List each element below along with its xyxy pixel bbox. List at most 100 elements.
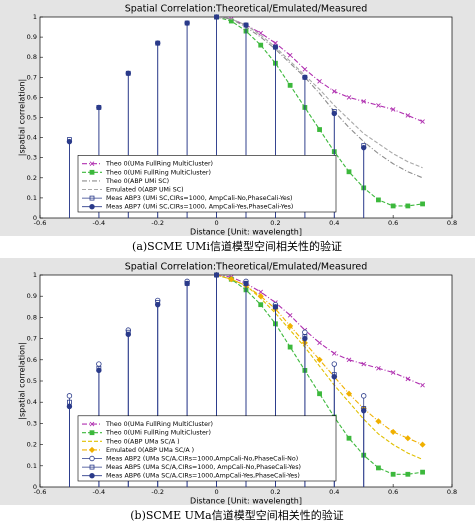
x-tick-label: 0.6 bbox=[388, 488, 398, 496]
y-tick-label: 0.7 bbox=[27, 73, 37, 81]
marker bbox=[273, 40, 278, 46]
marker bbox=[331, 110, 337, 117]
legend-label: Meas ABP7 (UMi SC,CIRs=1000, AmpCali-Yes… bbox=[106, 204, 293, 211]
marker bbox=[287, 344, 293, 350]
y-tick-label: 0.8 bbox=[27, 53, 37, 61]
y-tick-label: 0.4 bbox=[27, 398, 37, 406]
marker bbox=[361, 361, 367, 367]
marker bbox=[213, 14, 220, 20]
marker bbox=[317, 127, 322, 132]
y-tick-label: 1 bbox=[33, 13, 37, 21]
marker bbox=[420, 119, 425, 124]
y-tick-label: 0.6 bbox=[27, 93, 37, 101]
chart-panel: Spatial Correlation:Theoretical/Emulated… bbox=[0, 258, 475, 522]
marker bbox=[317, 391, 322, 397]
caption: (b)SCME UMa信道模型空间相关性的验证 bbox=[130, 508, 343, 522]
marker bbox=[125, 331, 131, 338]
y-tick-label: 0 bbox=[33, 483, 37, 491]
legend-label: Meas ABP3 (UMi SC,CIRs=1000, AmpCali-No,… bbox=[106, 195, 292, 202]
marker bbox=[272, 304, 279, 310]
x-tick-label: 0.8 bbox=[447, 488, 457, 496]
x-tick-label: 0.4 bbox=[329, 219, 339, 227]
marker bbox=[155, 301, 161, 308]
x-tick-label: -0.2 bbox=[151, 219, 164, 227]
marker bbox=[125, 70, 131, 76]
legend-box bbox=[77, 155, 337, 213]
series-line bbox=[216, 16, 423, 169]
legend-label: Theo 0(UMi FullRing MultiCluster) bbox=[105, 430, 211, 437]
marker bbox=[390, 471, 396, 477]
x-tick-label: 0 bbox=[215, 488, 219, 496]
y-tick-label: 0.9 bbox=[27, 33, 37, 41]
x-tick-label: -0.4 bbox=[93, 219, 106, 227]
marker bbox=[405, 376, 411, 382]
marker bbox=[184, 20, 190, 26]
x-tick-label: 0.2 bbox=[270, 219, 280, 227]
x-tick-label: -0.2 bbox=[151, 488, 164, 496]
series-line bbox=[216, 274, 423, 446]
marker bbox=[346, 357, 352, 363]
y-tick-label: 0.2 bbox=[27, 441, 37, 449]
marker bbox=[375, 418, 382, 425]
x-axis-label: Distance [Unit: wavelength] bbox=[190, 228, 302, 237]
marker bbox=[89, 464, 95, 470]
marker bbox=[243, 22, 249, 28]
marker bbox=[317, 79, 322, 84]
x-tick-label: 0.6 bbox=[388, 219, 398, 227]
legend-label: Emulated 0(ABP UMa SC/A ) bbox=[106, 447, 194, 454]
marker bbox=[213, 272, 220, 278]
marker bbox=[361, 407, 367, 414]
x-tick-label: 0 bbox=[215, 219, 219, 227]
marker bbox=[88, 446, 96, 453]
legend-box bbox=[77, 415, 337, 482]
marker bbox=[361, 393, 367, 399]
marker bbox=[317, 340, 322, 346]
x-axis-label: Distance [Unit: wavelength] bbox=[190, 497, 302, 506]
marker bbox=[376, 465, 381, 471]
marker bbox=[272, 44, 279, 50]
marker bbox=[302, 66, 308, 72]
marker bbox=[302, 74, 308, 80]
marker bbox=[96, 104, 102, 111]
marker bbox=[361, 144, 367, 151]
series-line bbox=[216, 274, 423, 460]
marker bbox=[258, 289, 264, 295]
marker bbox=[420, 382, 425, 388]
marker bbox=[287, 82, 293, 88]
marker bbox=[419, 441, 426, 448]
caption: (a)SCME UMi信道模型空间相关性的验证 bbox=[132, 239, 342, 253]
legend-label: Meas ABP5 (UMa SC/A,CIRs=1000, AmpCali-N… bbox=[106, 464, 301, 471]
legend-label: Theo 0(UMi FullRing MultiCluster) bbox=[105, 169, 211, 176]
stem bbox=[66, 138, 73, 218]
y-tick-label: 0.7 bbox=[27, 335, 37, 343]
y-tick-label: 0.1 bbox=[27, 462, 37, 470]
legend-label: Theo 0(UMa FullRing MultiCluster) bbox=[105, 161, 213, 168]
legend-label: Theo 0(ABP UMi SC) bbox=[105, 178, 169, 185]
marker bbox=[89, 473, 95, 479]
marker bbox=[257, 293, 264, 300]
y-tick-label: 0 bbox=[33, 214, 37, 222]
marker bbox=[89, 161, 95, 167]
y-tick-label: 0.6 bbox=[27, 356, 37, 364]
marker bbox=[287, 52, 293, 58]
marker bbox=[66, 403, 73, 410]
stem bbox=[66, 403, 73, 487]
marker bbox=[376, 103, 381, 108]
marker bbox=[390, 107, 396, 112]
x-tick-label: -0.6 bbox=[34, 219, 47, 227]
y-tick-label: 0.9 bbox=[27, 292, 37, 300]
y-tick-label: 0.5 bbox=[27, 377, 37, 385]
marker bbox=[184, 280, 190, 287]
marker bbox=[405, 113, 411, 118]
x-tick-label: 0.2 bbox=[270, 488, 280, 496]
y-tick-label: 0.1 bbox=[27, 194, 37, 202]
marker bbox=[331, 351, 337, 356]
y-axis-label: |spatial correlation| bbox=[18, 342, 27, 420]
x-tick-label: 0.8 bbox=[447, 219, 457, 227]
legend: Theo 0(UMa FullRing MultiCluster) Theo 0(… bbox=[77, 415, 337, 482]
marker bbox=[331, 361, 337, 367]
marker bbox=[404, 435, 411, 442]
marker bbox=[405, 203, 411, 209]
series-line bbox=[216, 274, 423, 475]
